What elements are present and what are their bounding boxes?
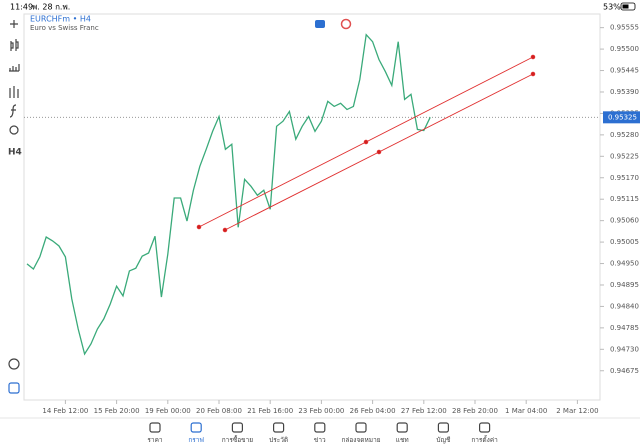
anchor — [376, 149, 382, 155]
status-battery: 53% — [603, 3, 621, 12]
objects-tool[interactable] — [9, 86, 19, 98]
anchor — [530, 71, 536, 77]
function-tool[interactable] — [9, 104, 17, 118]
anchor — [363, 139, 369, 145]
y-tick-label: 0.95060 — [610, 217, 639, 225]
y-tick-label: 0.95005 — [610, 238, 639, 246]
status-time: 11:49 — [10, 3, 33, 12]
nav-label[interactable]: การซื้อขาย — [222, 435, 253, 444]
shapes-tool[interactable] — [9, 125, 19, 135]
nav-icon[interactable] — [231, 422, 243, 433]
battery-icon — [620, 2, 636, 11]
left-toolbar — [8, 20, 20, 394]
y-tick-label: 0.95390 — [610, 88, 639, 96]
current-price-label: 0.95325 — [608, 113, 637, 121]
x-tick-label: 21 Feb 16:00 — [247, 407, 293, 415]
nav-label[interactable]: แชท — [396, 436, 409, 444]
trade-icon[interactable] — [340, 18, 352, 30]
x-tick-label: 28 Feb 20:00 — [452, 407, 498, 415]
anchor — [530, 54, 536, 60]
nav-label[interactable]: กล่องจดหมาย — [341, 436, 380, 444]
y-tick-label: 0.94895 — [610, 281, 639, 289]
nav-icon[interactable] — [149, 422, 161, 433]
x-tick-label: 27 Feb 12:00 — [401, 407, 447, 415]
plot-frame — [23, 13, 601, 401]
y-tick-label: 0.95225 — [610, 152, 639, 160]
y-tick-label: 0.94675 — [610, 367, 639, 375]
anchor — [196, 224, 202, 230]
x-tick-label: 15 Feb 20:00 — [94, 407, 140, 415]
nav-label[interactable]: บัญชี — [436, 436, 451, 444]
nav-icon[interactable] — [479, 422, 491, 433]
nav-label[interactable]: กราฟ — [188, 436, 204, 444]
nav-label[interactable]: ประวัติ — [269, 436, 288, 444]
y-tick-label: 0.94950 — [610, 260, 639, 268]
y-tick-label: 0.95445 — [610, 67, 639, 75]
status-date: พ. 28 ก.พ. — [32, 3, 70, 12]
nav-icon[interactable] — [437, 422, 449, 433]
chart-title: EURCHFm • H4 — [30, 15, 91, 24]
nav-icon[interactable] — [396, 422, 408, 433]
y-tick-label: 0.94785 — [610, 324, 639, 332]
y-tick-label: 0.94840 — [610, 302, 639, 310]
nav-label[interactable]: การตั้งค่า — [471, 435, 498, 444]
nav-icon[interactable] — [190, 422, 202, 433]
trend-channel — [196, 54, 536, 233]
x-tick-label: 26 Feb 04:00 — [350, 407, 396, 415]
trade-tool[interactable] — [8, 382, 20, 394]
timeframe-button[interactable]: H4 — [8, 148, 22, 158]
timeline-tool[interactable] — [8, 358, 20, 370]
x-tick-label: 20 Feb 08:00 — [196, 407, 242, 415]
nav-icon[interactable] — [355, 422, 367, 433]
y-tick-label: 0.95115 — [610, 195, 639, 203]
anchor — [222, 227, 228, 233]
chart-type-tool[interactable] — [10, 39, 19, 51]
y-tick-label: 0.95170 — [610, 174, 639, 182]
price-line — [26, 33, 431, 356]
bottom-nav: ราคา กราฟ การซื้อขาย ประวัติ ข่าว กล่องจดหมาย… — [0, 417, 640, 444]
x-tick-label: 14 Feb 12:00 — [42, 407, 88, 415]
chart-subtitle: Euro vs Swiss Franc — [30, 24, 99, 32]
y-tick-label: 0.95280 — [610, 131, 639, 139]
x-tick-label: 1 Mar 04:00 — [505, 407, 547, 415]
y-tick-label: 0.95500 — [610, 45, 639, 53]
nav-label[interactable]: ราคา — [147, 436, 162, 444]
indicators-tool[interactable] — [9, 64, 20, 72]
x-tick-label: 23 Feb 00:00 — [298, 407, 344, 415]
y-tick-label: 0.95555 — [610, 24, 639, 32]
y-tick-label: 0.94730 — [610, 345, 639, 353]
plot: 0.955550.955000.954450.953900.953350.952… — [24, 24, 640, 415]
nav-icon[interactable] — [273, 422, 285, 433]
current-price-box — [603, 111, 640, 124]
battery-level — [622, 4, 629, 9]
x-tick-label: 2 Mar 12:00 — [556, 407, 598, 415]
nav-label[interactable]: ข่าว — [314, 436, 326, 444]
crosshair-tool[interactable] — [10, 20, 18, 28]
nav-icon[interactable] — [314, 422, 326, 433]
one-click-icon[interactable] — [315, 20, 325, 28]
x-tick-label: 19 Feb 00:00 — [145, 407, 191, 415]
